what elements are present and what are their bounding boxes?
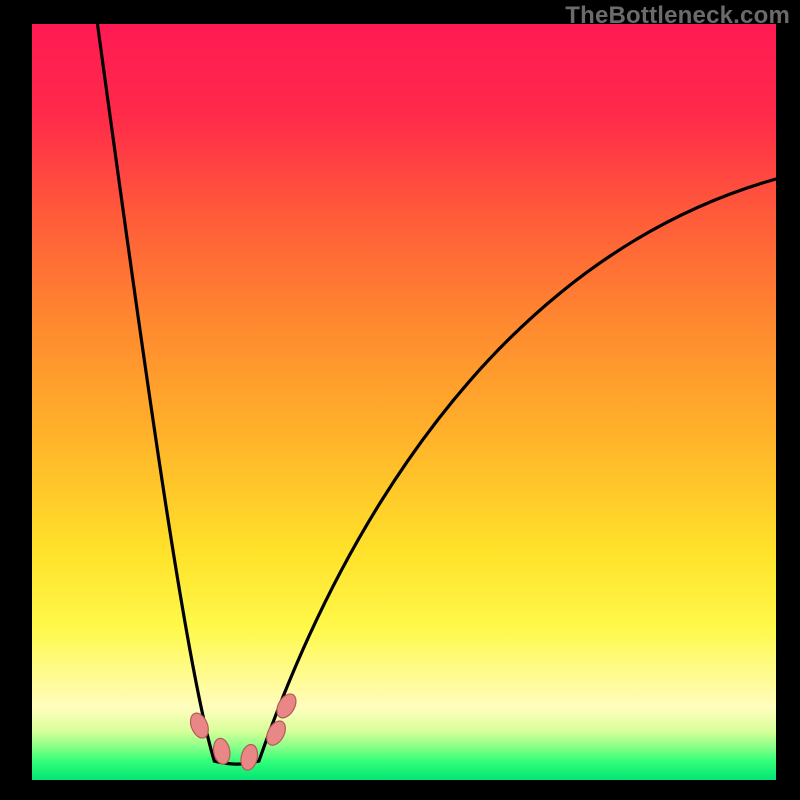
watermark-text: TheBottleneck.com bbox=[565, 2, 790, 30]
chart-container: TheBottleneck.com bbox=[0, 0, 800, 800]
bottleneck-chart bbox=[0, 0, 800, 800]
plot-background bbox=[32, 24, 776, 780]
